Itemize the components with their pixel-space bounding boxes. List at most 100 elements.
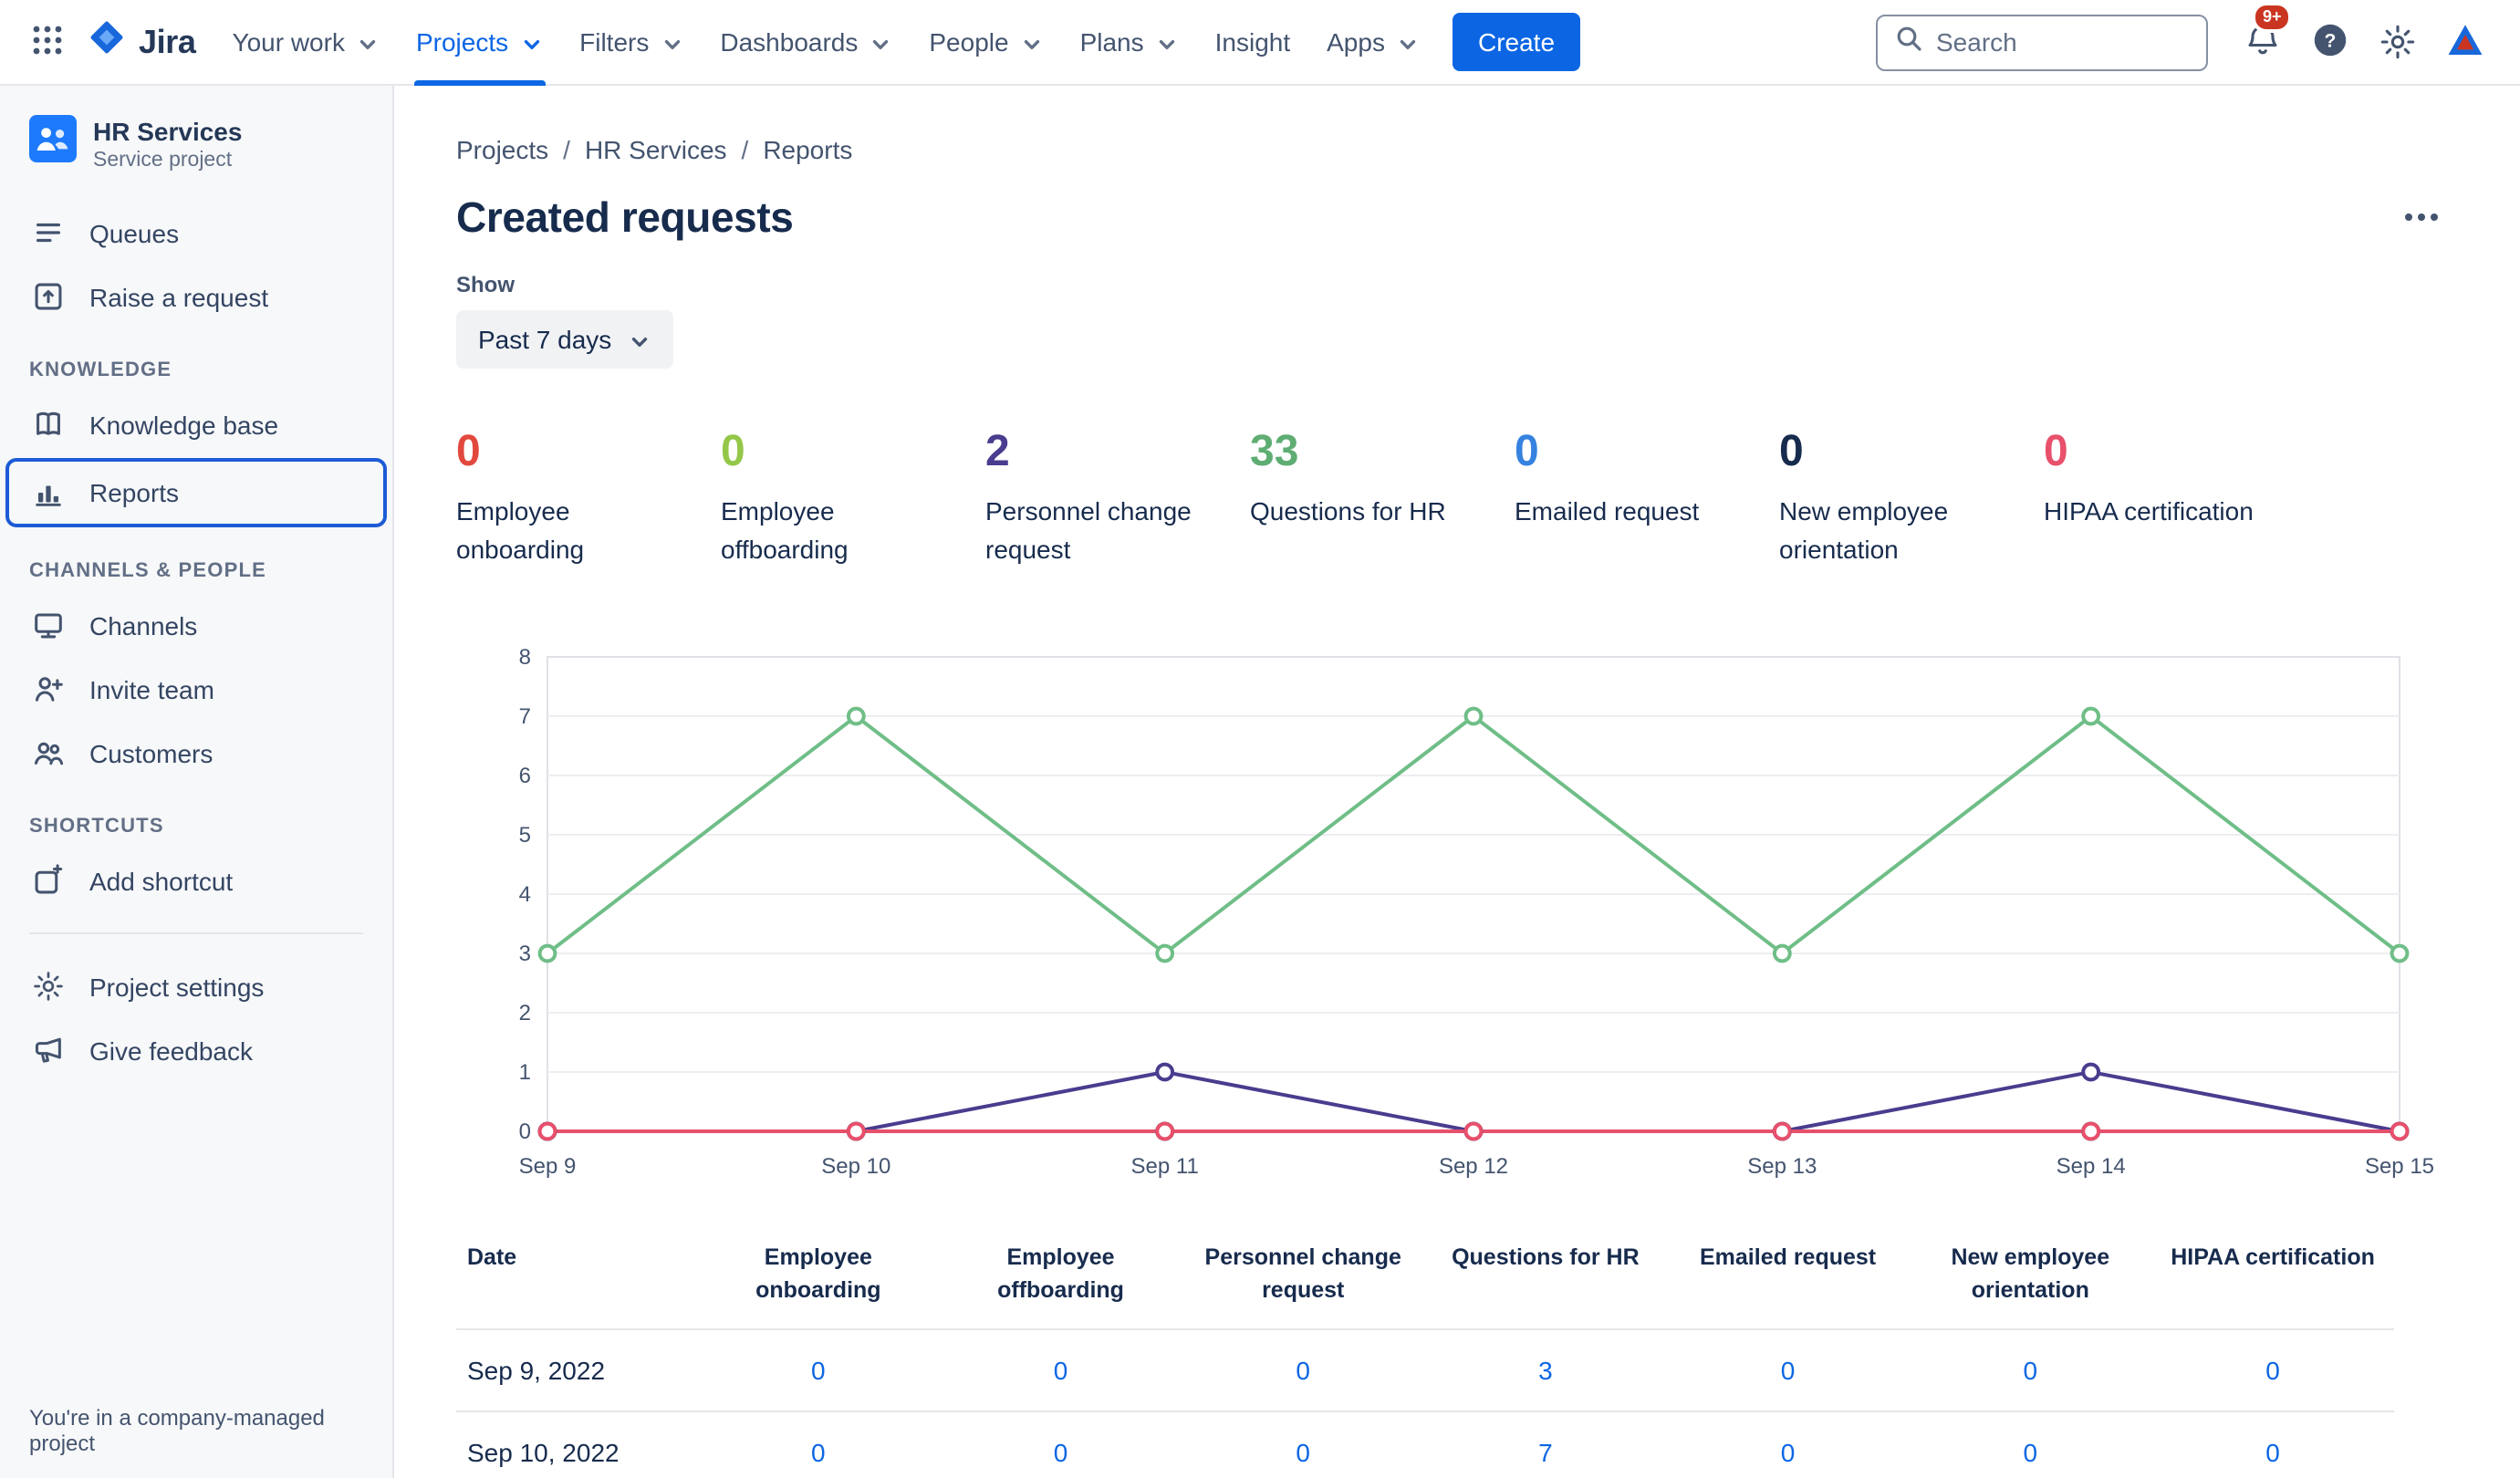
project-type: Service project bbox=[93, 149, 233, 171]
nav-item-dashboards[interactable]: Dashboards bbox=[702, 0, 911, 85]
cell-count-link[interactable]: 3 bbox=[1538, 1356, 1553, 1386]
table-row: Sep 9, 2022 0 0 0 3 0 0 0 bbox=[456, 1328, 2394, 1412]
breadcrumb-hr-services[interactable]: HR Services bbox=[584, 135, 727, 164]
sidebar-item-raise-a-request[interactable]: Raise a request bbox=[13, 265, 380, 328]
project-header: HR Services Service project bbox=[13, 111, 380, 201]
cell-count-link[interactable]: 0 bbox=[2265, 1438, 2280, 1468]
logo-text: Jira bbox=[139, 23, 196, 59]
sidebar-item-reports[interactable]: Reports bbox=[5, 458, 387, 527]
jira-logo-icon bbox=[88, 18, 126, 66]
show-label: Show bbox=[456, 272, 515, 297]
app-switcher-button[interactable] bbox=[18, 13, 77, 71]
people-icon bbox=[29, 735, 66, 770]
breadcrumb: Projects / HR Services / Reports bbox=[456, 135, 2447, 164]
nav-item-apps[interactable]: Apps bbox=[1308, 0, 1438, 85]
person-add-icon bbox=[29, 671, 66, 706]
nav-item-insight[interactable]: Insight bbox=[1197, 0, 1309, 85]
svg-text:0: 0 bbox=[519, 1119, 531, 1144]
nav-item-plans[interactable]: Plans bbox=[1062, 0, 1197, 85]
chevron-down-icon bbox=[1396, 32, 1420, 56]
chevron-down-icon bbox=[1155, 32, 1179, 56]
main-content: Projects / HR Services / Reports Created… bbox=[394, 86, 2520, 1478]
sidebar-item-give-feedback[interactable]: Give feedback bbox=[13, 1018, 380, 1082]
sidebar-divider bbox=[29, 932, 363, 934]
sidebar-item-queues[interactable]: Queues bbox=[13, 201, 380, 265]
sidebar-item-knowledge-base[interactable]: Knowledge base bbox=[13, 392, 380, 456]
chevron-down-icon bbox=[356, 32, 380, 56]
sidebar-item-customers[interactable]: Customers bbox=[13, 721, 380, 785]
top-navbar: Jira Your work Projects Filters Dashboar… bbox=[0, 0, 2520, 86]
nav-item-people[interactable]: People bbox=[911, 0, 1061, 85]
stat-new-employee-orientation: 0 New employee orientation bbox=[1779, 430, 2044, 569]
cell-count-link[interactable]: 0 bbox=[811, 1438, 826, 1468]
create-button[interactable]: Create bbox=[1452, 13, 1581, 71]
raise-request-icon bbox=[29, 279, 66, 314]
svg-text:Sep 9: Sep 9 bbox=[519, 1154, 577, 1179]
add-shortcut-icon bbox=[29, 863, 66, 898]
jira-logo[interactable]: Jira bbox=[77, 18, 213, 66]
sidebar-item-label: Queues bbox=[89, 218, 180, 247]
global-search[interactable] bbox=[1876, 14, 2208, 70]
svg-text:Sep 13: Sep 13 bbox=[1747, 1154, 1817, 1179]
cell-count-link[interactable]: 0 bbox=[811, 1356, 826, 1386]
nav-item-your-work[interactable]: Your work bbox=[213, 0, 398, 85]
profile-avatar[interactable] bbox=[2436, 13, 2494, 71]
cell-count-link[interactable]: 0 bbox=[1780, 1438, 1796, 1468]
cell-count-link[interactable]: 0 bbox=[1780, 1356, 1796, 1386]
request-type-stats: 0 Employee onboarding 0 Employee offboar… bbox=[456, 427, 2447, 569]
sidebar-item-channels[interactable]: Channels bbox=[13, 593, 380, 657]
nav-item-label: Apps bbox=[1327, 27, 1385, 57]
project-sidebar: HR Services Service project Queues Raise… bbox=[0, 86, 394, 1478]
stat-questions-for-hr: 33 Questions for HR bbox=[1250, 430, 1515, 569]
page-title: Created requests bbox=[456, 193, 794, 240]
svg-text:7: 7 bbox=[519, 704, 531, 729]
col-header-new-employee-orientation: New employee orientation bbox=[1951, 1244, 2110, 1304]
cell-count-link[interactable]: 0 bbox=[1053, 1438, 1068, 1468]
nav-item-label: People bbox=[929, 27, 1009, 57]
sidebar-item-label: Channels bbox=[89, 610, 198, 640]
breadcrumb-reports[interactable]: Reports bbox=[763, 135, 853, 164]
sidebar-item-label: Invite team bbox=[89, 674, 214, 703]
nav-item-projects[interactable]: Projects bbox=[398, 0, 561, 85]
stat-label: Employee offboarding bbox=[721, 496, 849, 564]
breadcrumb-separator: / bbox=[563, 135, 570, 164]
sidebar-item-invite-team[interactable]: Invite team bbox=[13, 657, 380, 721]
svg-text:6: 6 bbox=[519, 764, 531, 788]
stat-value: 2 bbox=[985, 427, 1010, 476]
col-header-personnel-change-request: Personnel change request bbox=[1204, 1244, 1401, 1304]
cell-count-link[interactable]: 0 bbox=[1296, 1438, 1310, 1468]
bar-chart-icon bbox=[29, 475, 66, 510]
stat-value: 0 bbox=[721, 427, 745, 476]
cell-count-link[interactable]: 0 bbox=[1296, 1356, 1310, 1386]
nav-item-label: Filters bbox=[579, 27, 650, 57]
time-range-dropdown[interactable]: Past 7 days bbox=[456, 310, 674, 369]
svg-text:3: 3 bbox=[519, 942, 531, 966]
settings-button[interactable] bbox=[2369, 13, 2427, 71]
notifications-button[interactable]: 9+ bbox=[2234, 2, 2293, 71]
sidebar-item-project-settings[interactable]: Project settings bbox=[13, 954, 380, 1018]
cell-count-link[interactable]: 0 bbox=[2023, 1438, 2038, 1468]
requests-line-chart: 0 1 2 3 4 5 6 7 8 Sep 9 Sep 10 Sep 11 Sep 12 Sep 13 Se… bbox=[519, 645, 2434, 1179]
search-input[interactable] bbox=[1936, 27, 2190, 57]
more-options-button[interactable] bbox=[2396, 192, 2447, 243]
cell-count-link[interactable]: 0 bbox=[2265, 1356, 2280, 1386]
svg-text:?: ? bbox=[2325, 30, 2337, 51]
table-header-row: Date Employee onboarding Employee offboa… bbox=[456, 1230, 2394, 1330]
breadcrumb-projects[interactable]: Projects bbox=[456, 135, 549, 164]
svg-text:Sep 15: Sep 15 bbox=[2365, 1154, 2434, 1179]
svg-text:1: 1 bbox=[519, 1060, 531, 1085]
sidebar-item-add-shortcut[interactable]: Add shortcut bbox=[13, 848, 380, 912]
help-button[interactable]: ? bbox=[2301, 13, 2359, 71]
stat-value: 0 bbox=[2044, 427, 2068, 476]
stat-employee-offboarding: 0 Employee offboarding bbox=[721, 427, 985, 569]
nav-item-label: Your work bbox=[232, 27, 345, 57]
project-name: HR Services bbox=[93, 116, 243, 145]
section-title-knowledge: KNOWLEDGE bbox=[29, 359, 172, 381]
col-header-hipaa-certification: HIPAA certification bbox=[2171, 1244, 2375, 1270]
cell-count-link[interactable]: 7 bbox=[1538, 1438, 1553, 1468]
notifications-badge: 9+ bbox=[2252, 2, 2293, 33]
nav-item-filters[interactable]: Filters bbox=[561, 0, 702, 85]
chevron-down-icon bbox=[519, 32, 543, 56]
cell-count-link[interactable]: 0 bbox=[1053, 1356, 1068, 1386]
cell-count-link[interactable]: 0 bbox=[2023, 1356, 2038, 1386]
